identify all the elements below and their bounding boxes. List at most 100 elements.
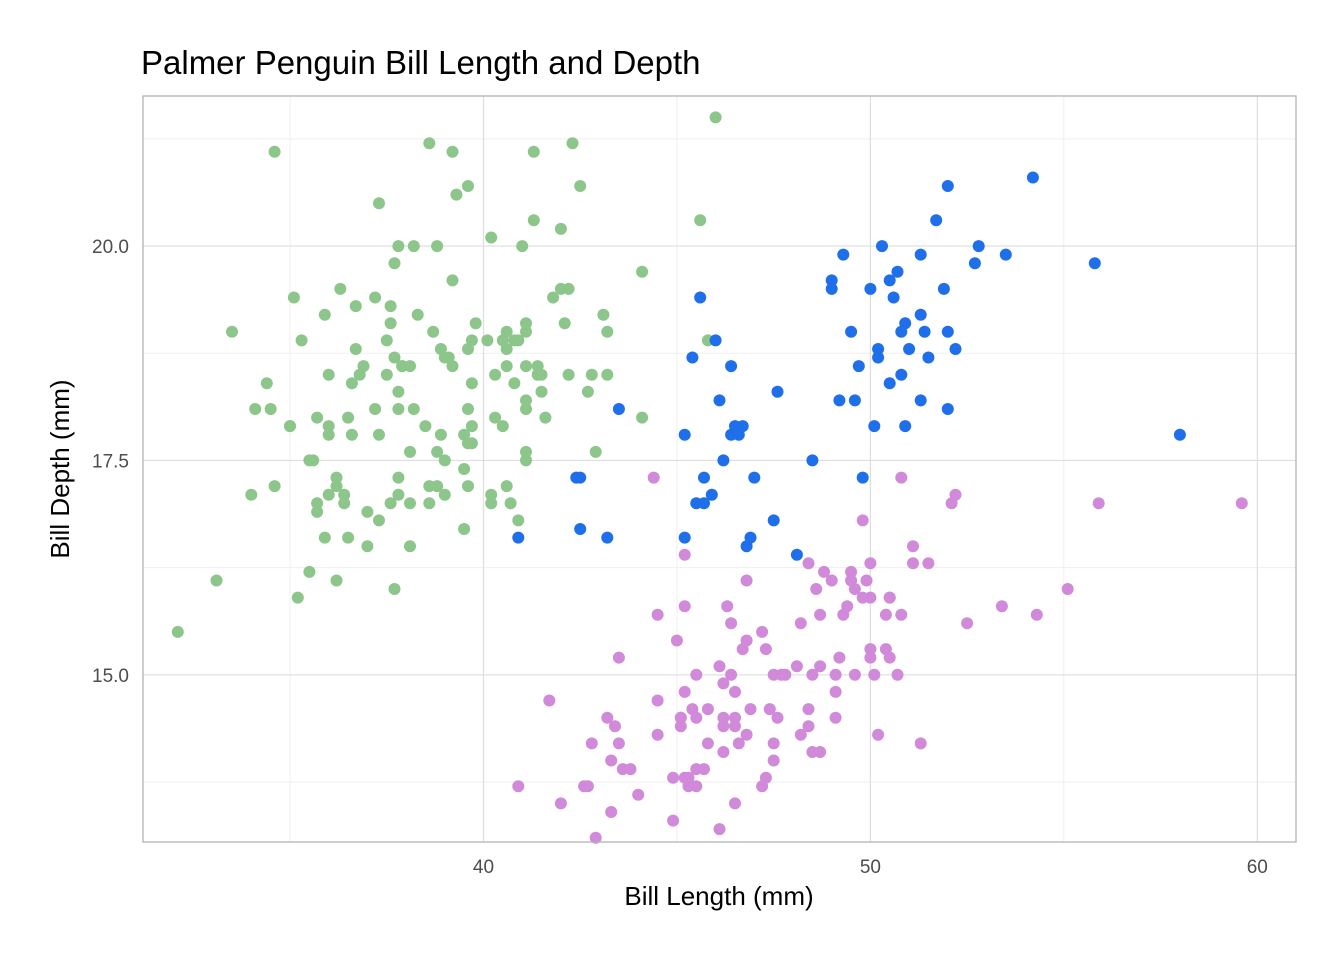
data-point	[512, 780, 525, 793]
data-point	[887, 291, 900, 304]
data-point	[338, 488, 351, 501]
data-point	[1173, 428, 1186, 441]
data-point	[961, 617, 974, 630]
data-point	[1030, 608, 1043, 621]
data-point	[597, 308, 610, 321]
data-point	[864, 643, 877, 656]
data-point	[636, 411, 649, 424]
data-point	[1092, 497, 1105, 510]
data-point	[431, 445, 444, 458]
data-point	[829, 685, 842, 698]
y-tick-label: 20.0	[92, 237, 129, 258]
data-point	[353, 368, 366, 381]
data-point	[543, 694, 556, 707]
data-point	[725, 360, 738, 373]
data-point	[725, 428, 738, 441]
data-point	[485, 497, 498, 510]
data-point	[744, 703, 757, 716]
data-point	[423, 497, 436, 510]
data-point	[647, 471, 660, 484]
data-point	[481, 334, 494, 347]
data-point	[895, 325, 908, 338]
data-point	[872, 728, 885, 741]
data-point	[554, 222, 567, 235]
data-point	[806, 668, 819, 681]
data-point	[899, 420, 912, 433]
data-point	[318, 308, 331, 321]
data-point	[806, 454, 819, 467]
data-point	[833, 394, 846, 407]
data-point	[694, 214, 707, 227]
data-point	[767, 668, 780, 681]
data-point	[226, 325, 238, 338]
data-point	[311, 411, 324, 424]
data-point	[740, 634, 753, 647]
data-point	[790, 548, 803, 561]
data-point	[879, 608, 892, 621]
data-point	[698, 497, 710, 510]
data-point	[624, 763, 637, 776]
data-point	[322, 368, 335, 381]
data-point	[558, 317, 571, 330]
data-points	[171, 111, 1248, 844]
data-point	[883, 591, 896, 604]
data-point	[373, 197, 385, 210]
data-point	[500, 343, 513, 355]
data-point	[864, 282, 877, 295]
data-point	[767, 514, 780, 527]
data-point	[392, 240, 405, 253]
data-point	[318, 531, 331, 544]
data-point	[404, 445, 416, 458]
data-point	[574, 180, 587, 192]
data-point	[554, 797, 567, 810]
data-point	[883, 651, 896, 664]
data-point	[701, 737, 714, 750]
data-point	[848, 668, 861, 681]
data-point	[918, 325, 931, 338]
data-point	[396, 360, 409, 373]
data-point	[458, 523, 471, 535]
data-point	[407, 403, 420, 415]
data-point	[465, 437, 478, 450]
data-point	[802, 720, 815, 733]
data-point	[829, 711, 842, 724]
data-point	[721, 600, 734, 613]
data-point	[508, 377, 521, 390]
data-point	[388, 351, 401, 364]
data-point	[520, 403, 532, 415]
data-point	[802, 703, 815, 716]
data-point	[868, 420, 881, 433]
data-point	[465, 334, 478, 347]
data-point	[407, 240, 420, 253]
data-point	[698, 471, 710, 484]
data-point	[462, 403, 474, 415]
data-point	[574, 523, 587, 535]
data-point	[260, 377, 273, 390]
data-point	[771, 385, 784, 398]
data-point	[500, 325, 513, 338]
data-point	[566, 137, 579, 150]
data-point	[674, 720, 687, 733]
data-point	[914, 394, 927, 407]
data-point	[818, 565, 830, 578]
data-point	[342, 411, 355, 424]
data-point	[609, 720, 621, 733]
data-point	[667, 814, 680, 827]
data-point	[713, 823, 726, 836]
data-point	[756, 780, 769, 793]
data-point	[860, 574, 873, 587]
data-point	[1088, 257, 1101, 270]
data-point	[806, 746, 819, 758]
data-point	[589, 445, 602, 458]
data-point	[717, 711, 730, 724]
data-point	[500, 360, 513, 373]
data-point	[322, 428, 335, 441]
data-point	[701, 703, 714, 716]
data-point	[678, 600, 691, 613]
data-point	[814, 608, 827, 621]
data-point	[322, 488, 335, 501]
data-point	[392, 488, 405, 501]
data-point	[763, 703, 776, 716]
data-point	[949, 488, 962, 501]
data-point	[322, 420, 335, 433]
